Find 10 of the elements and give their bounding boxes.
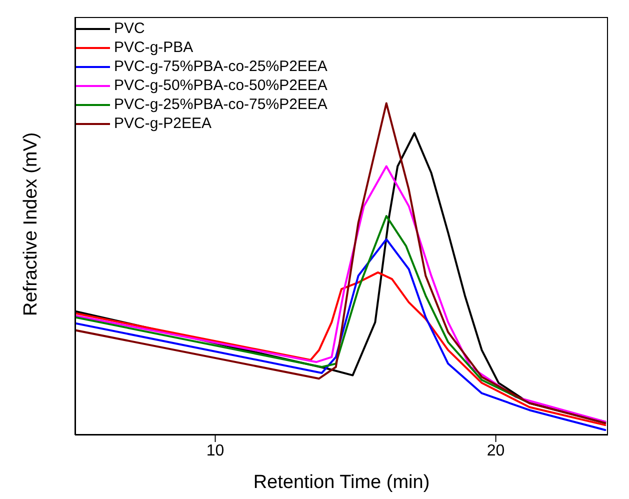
legend-label: PVC-g-25%PBA-co-75%P2EEA (114, 95, 328, 114)
legend-label: PVC-g-75%PBA-co-25%P2EEA (114, 57, 328, 76)
legend-label: PVC-g-PBA (114, 38, 194, 57)
x-tick-label: 10 (206, 442, 224, 460)
legend-label: PVC (114, 19, 145, 38)
legend-label: PVC-g-50%PBA-co-50%P2EEA (114, 76, 328, 95)
x-axis-title: Retention Time (min) (253, 472, 430, 493)
legend-label: PVC-g-P2EEA (114, 114, 212, 133)
y-axis-title: Refractive Index (mV) (20, 132, 42, 316)
x-tick-label: 20 (486, 442, 505, 460)
